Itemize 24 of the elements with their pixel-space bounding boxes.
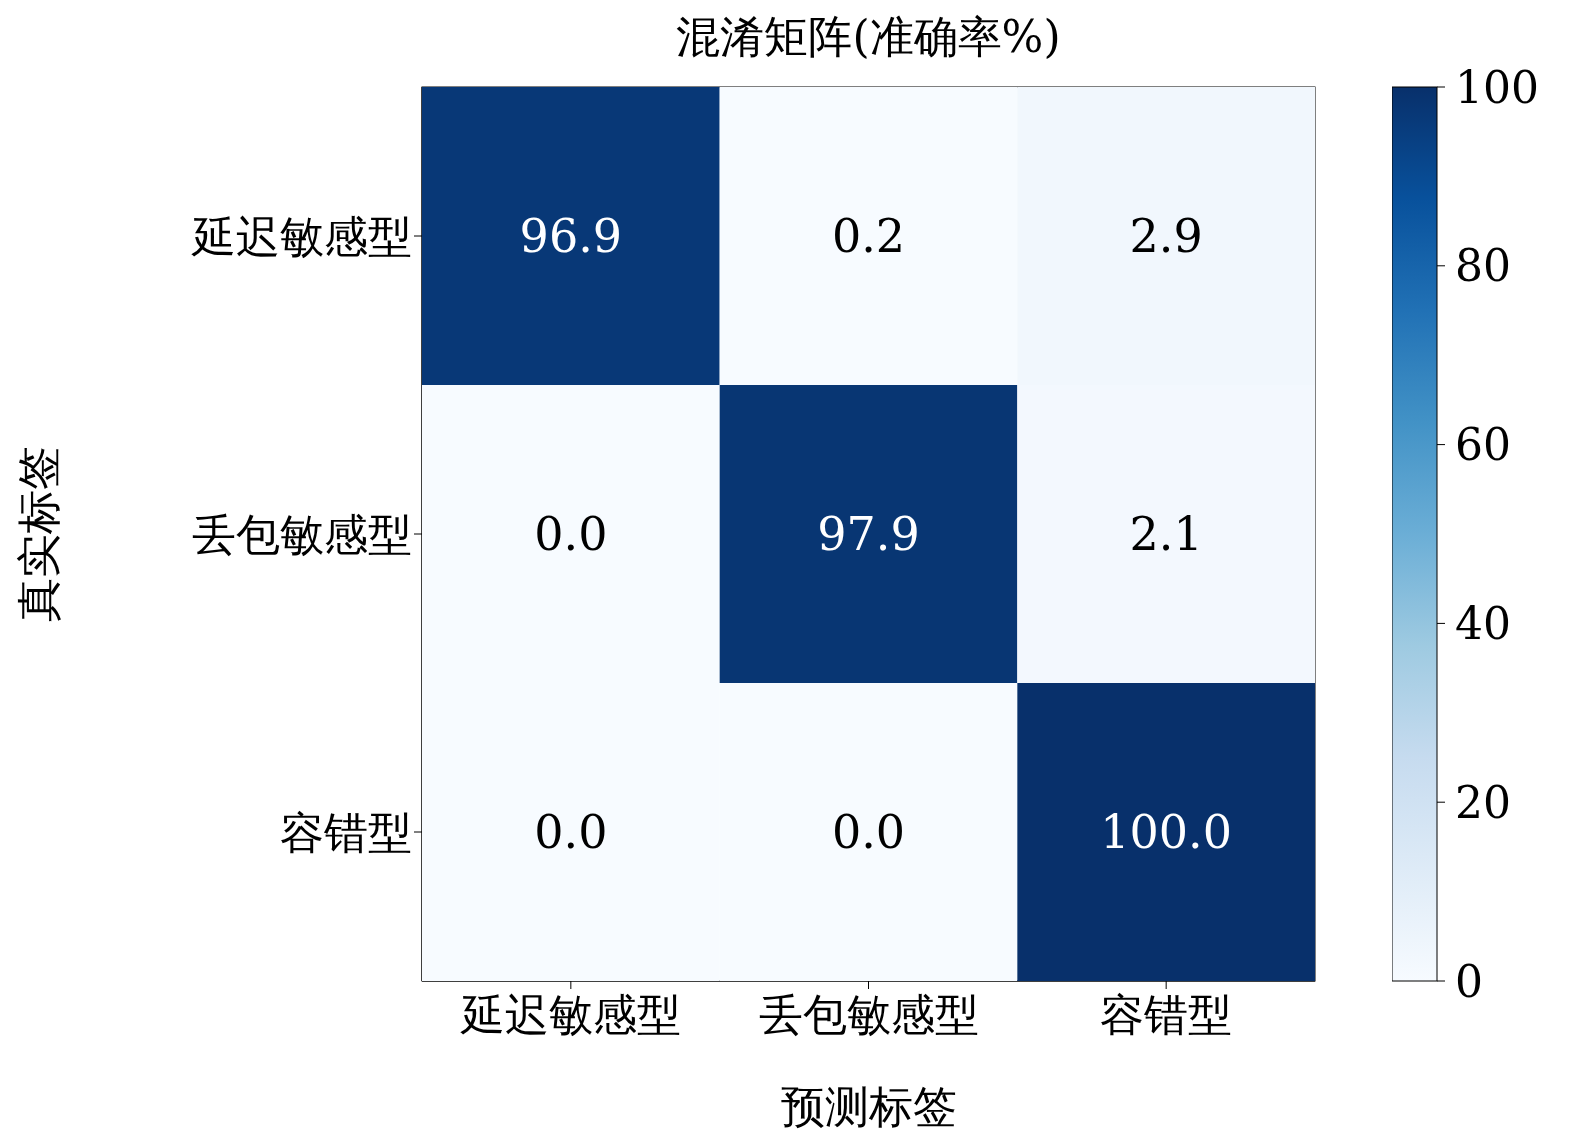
color-bar-label: 60 [1455,419,1511,471]
data-label: 0.0 [534,805,608,859]
color-bar-label: 40 [1455,597,1511,649]
y-tick-label: 容错型 [280,806,412,858]
data-label: 97.9 [817,507,920,561]
y-tick-label: 丢包敏感型 [192,508,412,560]
color-bar-label: 20 [1455,776,1511,828]
data-label: 0.2 [831,209,906,263]
x-tick-label: 丢包敏感型 [758,989,979,1041]
data-label: 100.0 [1100,805,1233,859]
data-label: 0.0 [534,507,608,561]
color-bar-label: 100 [1455,61,1539,113]
data-label: 96.9 [519,209,623,263]
data-label: 2.1 [1129,507,1203,561]
chart-title: 混淆矩阵(准确率%) [676,11,1061,62]
y-axis-title: 真实标签 [12,446,64,622]
color-bar-label: 0 [1455,955,1483,1007]
x-tick-label: 容错型 [1100,989,1233,1041]
x-axis-title: 预测标签 [780,1081,957,1132]
data-label: 2.9 [1129,209,1203,263]
y-tick-label: 延迟敏感型 [191,210,412,262]
x-tick-label: 延迟敏感型 [459,989,681,1041]
data-label: 0.0 [831,805,906,859]
color-bar-label: 80 [1455,240,1511,292]
